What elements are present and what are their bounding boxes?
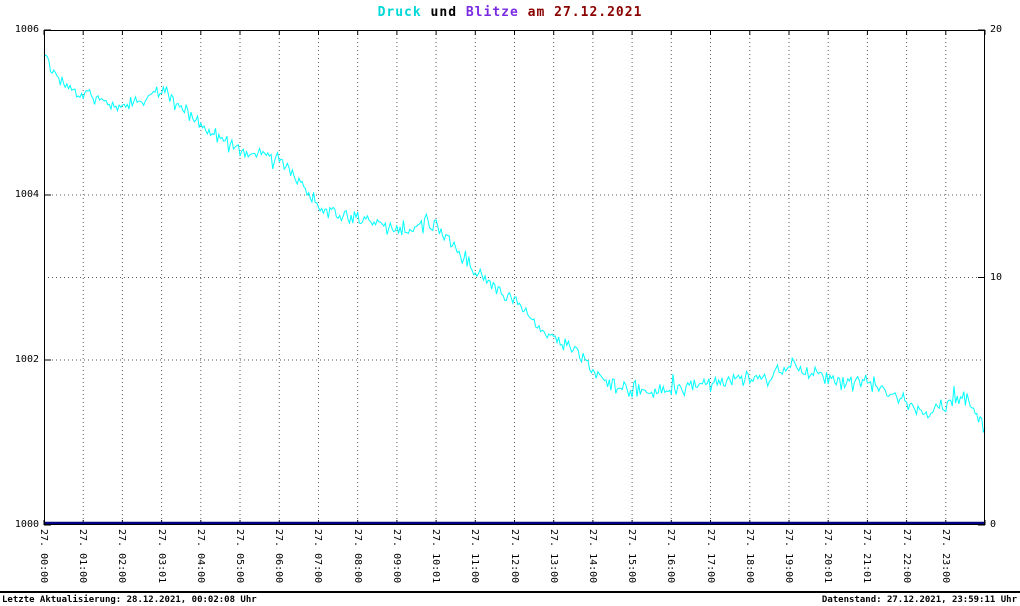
y-left-tick-label: 1006 bbox=[14, 24, 39, 35]
y-left-tick-label: 1004 bbox=[14, 189, 39, 200]
x-tick-label: 27. 13:00 bbox=[547, 529, 559, 584]
x-tick-label: 27. 04:00 bbox=[194, 529, 206, 584]
x-tick-label: 27. 18:00 bbox=[743, 529, 755, 584]
x-tick-label: 27. 01:00 bbox=[77, 529, 89, 584]
x-tick-label: 27. 21:01 bbox=[861, 529, 873, 584]
x-tick-label: 27. 12:00 bbox=[508, 529, 520, 584]
plot-border bbox=[44, 30, 985, 525]
title-druck: Druck bbox=[377, 5, 422, 20]
footer-data-timestamp: Datenstand: 27.12.2021, 23:59:11 Uhr bbox=[821, 595, 1017, 605]
y-right-tick-label: 10 bbox=[990, 271, 1003, 283]
x-tick-label: 27. 11:00 bbox=[469, 529, 481, 584]
y-left-tick-label: 1000 bbox=[14, 519, 39, 530]
y-left-tick-label: 1002 bbox=[14, 354, 39, 365]
x-tick-label: 27. 08:00 bbox=[351, 529, 363, 584]
x-tick-label: 27. 06:00 bbox=[273, 529, 285, 584]
x-tick-label: 27. 09:00 bbox=[390, 529, 402, 584]
x-tick-label: 27. 15:00 bbox=[626, 529, 638, 584]
x-tick-label: 27. 14:00 bbox=[586, 529, 598, 584]
title-blitze: Blitze bbox=[465, 5, 519, 20]
x-tick-label: 27. 17:00 bbox=[704, 529, 716, 584]
y-right-tick-label: 20 bbox=[990, 24, 1003, 35]
title-und: und bbox=[421, 5, 466, 20]
x-tick-label: 27. 02:00 bbox=[116, 529, 128, 584]
x-tick-label: 27. 22:00 bbox=[900, 529, 912, 584]
chart-title: Druck und Blitze am 27.12.2021 bbox=[0, 5, 1020, 20]
x-tick-label: 27. 20:01 bbox=[822, 529, 834, 584]
x-tick-label: 27. 19:00 bbox=[782, 529, 794, 584]
title-date: am 27.12.2021 bbox=[518, 5, 643, 20]
x-tick-label: 27. 07:00 bbox=[312, 529, 324, 584]
x-tick-label: 27. 23:00 bbox=[939, 529, 951, 584]
x-tick-label: 27. 10:01 bbox=[430, 529, 442, 584]
x-tick-label: 27. 05:00 bbox=[234, 529, 246, 584]
druck-line bbox=[43, 54, 986, 433]
x-tick-label: 27. 03:01 bbox=[155, 529, 167, 584]
x-tick-label: 27. 16:00 bbox=[665, 529, 677, 584]
footer-divider bbox=[0, 591, 1020, 593]
footer-last-update: Letzte Aktualisierung: 28.12.2021, 00:02… bbox=[2, 595, 257, 605]
x-tick-label: 27. 00:00 bbox=[38, 529, 49, 584]
y-right-tick-label: 0 bbox=[990, 519, 997, 530]
